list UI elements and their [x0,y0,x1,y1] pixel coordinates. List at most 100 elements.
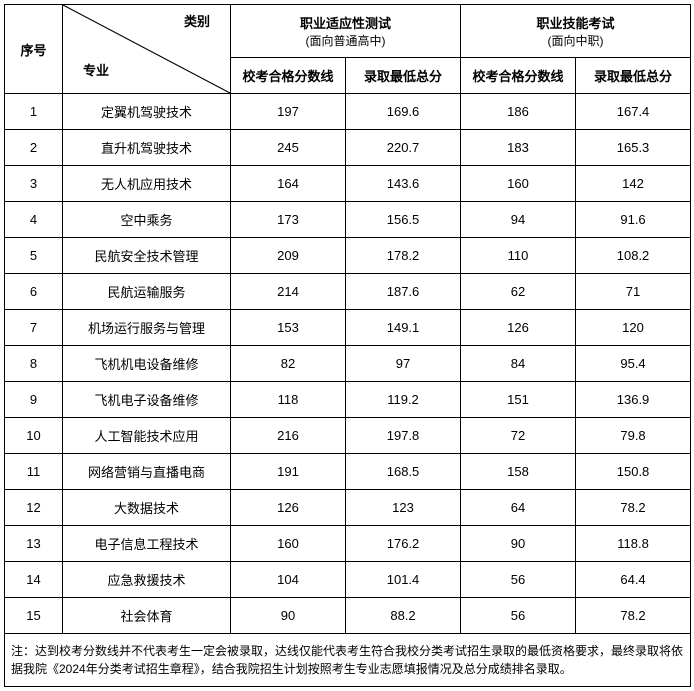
cell-g2_min: 78.2 [576,598,691,634]
cell-g1_pass: 82 [231,346,346,382]
cell-g2_min: 142 [576,166,691,202]
cell-g2_min: 136.9 [576,382,691,418]
cell-g1_pass: 214 [231,274,346,310]
cell-major: 飞机机电设备维修 [63,346,231,382]
cell-seq: 8 [5,346,63,382]
group2-title: 职业技能考试 [537,16,615,31]
table-row: 3无人机应用技术164143.6160142 [5,166,691,202]
cell-g1_pass: 191 [231,454,346,490]
cell-g1_pass: 245 [231,130,346,166]
cell-g1_pass: 153 [231,310,346,346]
cell-seq: 10 [5,418,63,454]
cell-major: 空中乘务 [63,202,231,238]
table-row: 11网络营销与直播电商191168.5158150.8 [5,454,691,490]
cell-g1_min: 88.2 [346,598,461,634]
cell-g2_min: 91.6 [576,202,691,238]
cell-major: 飞机电子设备维修 [63,382,231,418]
table-row: 12大数据技术1261236478.2 [5,490,691,526]
cell-major: 网络营销与直播电商 [63,454,231,490]
cell-g1_min: 97 [346,346,461,382]
cell-g1_min: 176.2 [346,526,461,562]
table-row: 14应急救援技术104101.45664.4 [5,562,691,598]
cell-g2_min: 71 [576,274,691,310]
cell-major: 定翼机驾驶技术 [63,94,231,130]
table-row: 2直升机驾驶技术245220.7183165.3 [5,130,691,166]
footnote: 注：达到校考分数线并不代表考生一定会被录取，达线仅能代表考生符合我校分类考试招生… [5,634,691,687]
cell-g2_pass: 64 [461,490,576,526]
cell-g1_pass: 118 [231,382,346,418]
cell-g1_pass: 197 [231,94,346,130]
group1-sub: (面向普通高中) [306,34,386,48]
cell-g2_pass: 56 [461,562,576,598]
group2-sub: (面向中职) [548,34,604,48]
cell-g2_pass: 158 [461,454,576,490]
cell-g1_min: 220.7 [346,130,461,166]
cell-g2_min: 120 [576,310,691,346]
cell-g1_min: 169.6 [346,94,461,130]
table-row: 7机场运行服务与管理153149.1126120 [5,310,691,346]
table-row: 10人工智能技术应用216197.87279.8 [5,418,691,454]
cell-g2_pass: 151 [461,382,576,418]
cell-g1_min: 149.1 [346,310,461,346]
cell-major: 应急救援技术 [63,562,231,598]
cell-seq: 4 [5,202,63,238]
cell-seq: 6 [5,274,63,310]
table-row: 15社会体育9088.25678.2 [5,598,691,634]
cell-major: 人工智能技术应用 [63,418,231,454]
cell-g1_min: 187.6 [346,274,461,310]
cell-g1_pass: 209 [231,238,346,274]
cell-g1_min: 123 [346,490,461,526]
header-g1-pass: 校考合格分数线 [231,58,346,94]
header-g2-pass: 校考合格分数线 [461,58,576,94]
table-row: 1定翼机驾驶技术197169.6186167.4 [5,94,691,130]
cell-g2_min: 79.8 [576,418,691,454]
cell-g1_pass: 164 [231,166,346,202]
cell-g2_pass: 126 [461,310,576,346]
cell-g2_pass: 160 [461,166,576,202]
cell-seq: 2 [5,130,63,166]
cell-g2_pass: 183 [461,130,576,166]
cell-seq: 11 [5,454,63,490]
header-seq: 序号 [5,5,63,94]
cell-seq: 7 [5,310,63,346]
cell-g2_pass: 72 [461,418,576,454]
header-g1-min: 录取最低总分 [346,58,461,94]
table-row: 5民航安全技术管理209178.2110108.2 [5,238,691,274]
table-row: 6民航运输服务214187.66271 [5,274,691,310]
table-row: 9飞机电子设备维修118119.2151136.9 [5,382,691,418]
header-group2: 职业技能考试 (面向中职) [461,5,691,58]
header-major: 专业 [83,60,109,79]
cell-g2_min: 118.8 [576,526,691,562]
cell-g2_pass: 90 [461,526,576,562]
cell-g1_pass: 173 [231,202,346,238]
header-diagonal: 类别 专业 [63,5,231,94]
cell-major: 机场运行服务与管理 [63,310,231,346]
cell-g1_pass: 90 [231,598,346,634]
cell-g2_pass: 110 [461,238,576,274]
cell-g1_pass: 104 [231,562,346,598]
header-category: 类别 [184,11,210,30]
cell-g1_pass: 216 [231,418,346,454]
group1-title: 职业适应性测试 [300,16,391,31]
cell-g1_min: 168.5 [346,454,461,490]
table-row: 4空中乘务173156.59491.6 [5,202,691,238]
table-row: 8飞机机电设备维修82978495.4 [5,346,691,382]
header-group1: 职业适应性测试 (面向普通高中) [231,5,461,58]
cell-g1_min: 101.4 [346,562,461,598]
cell-seq: 14 [5,562,63,598]
cell-g1_min: 178.2 [346,238,461,274]
cell-g1_pass: 160 [231,526,346,562]
cell-major: 直升机驾驶技术 [63,130,231,166]
cell-g1_min: 197.8 [346,418,461,454]
cell-g2_min: 167.4 [576,94,691,130]
cell-g2_pass: 84 [461,346,576,382]
cell-major: 民航运输服务 [63,274,231,310]
cell-g2_pass: 62 [461,274,576,310]
cell-seq: 3 [5,166,63,202]
cell-g2_min: 95.4 [576,346,691,382]
cell-seq: 1 [5,94,63,130]
cell-g2_min: 150.8 [576,454,691,490]
cell-g1_min: 119.2 [346,382,461,418]
cell-major: 社会体育 [63,598,231,634]
cell-g2_min: 165.3 [576,130,691,166]
